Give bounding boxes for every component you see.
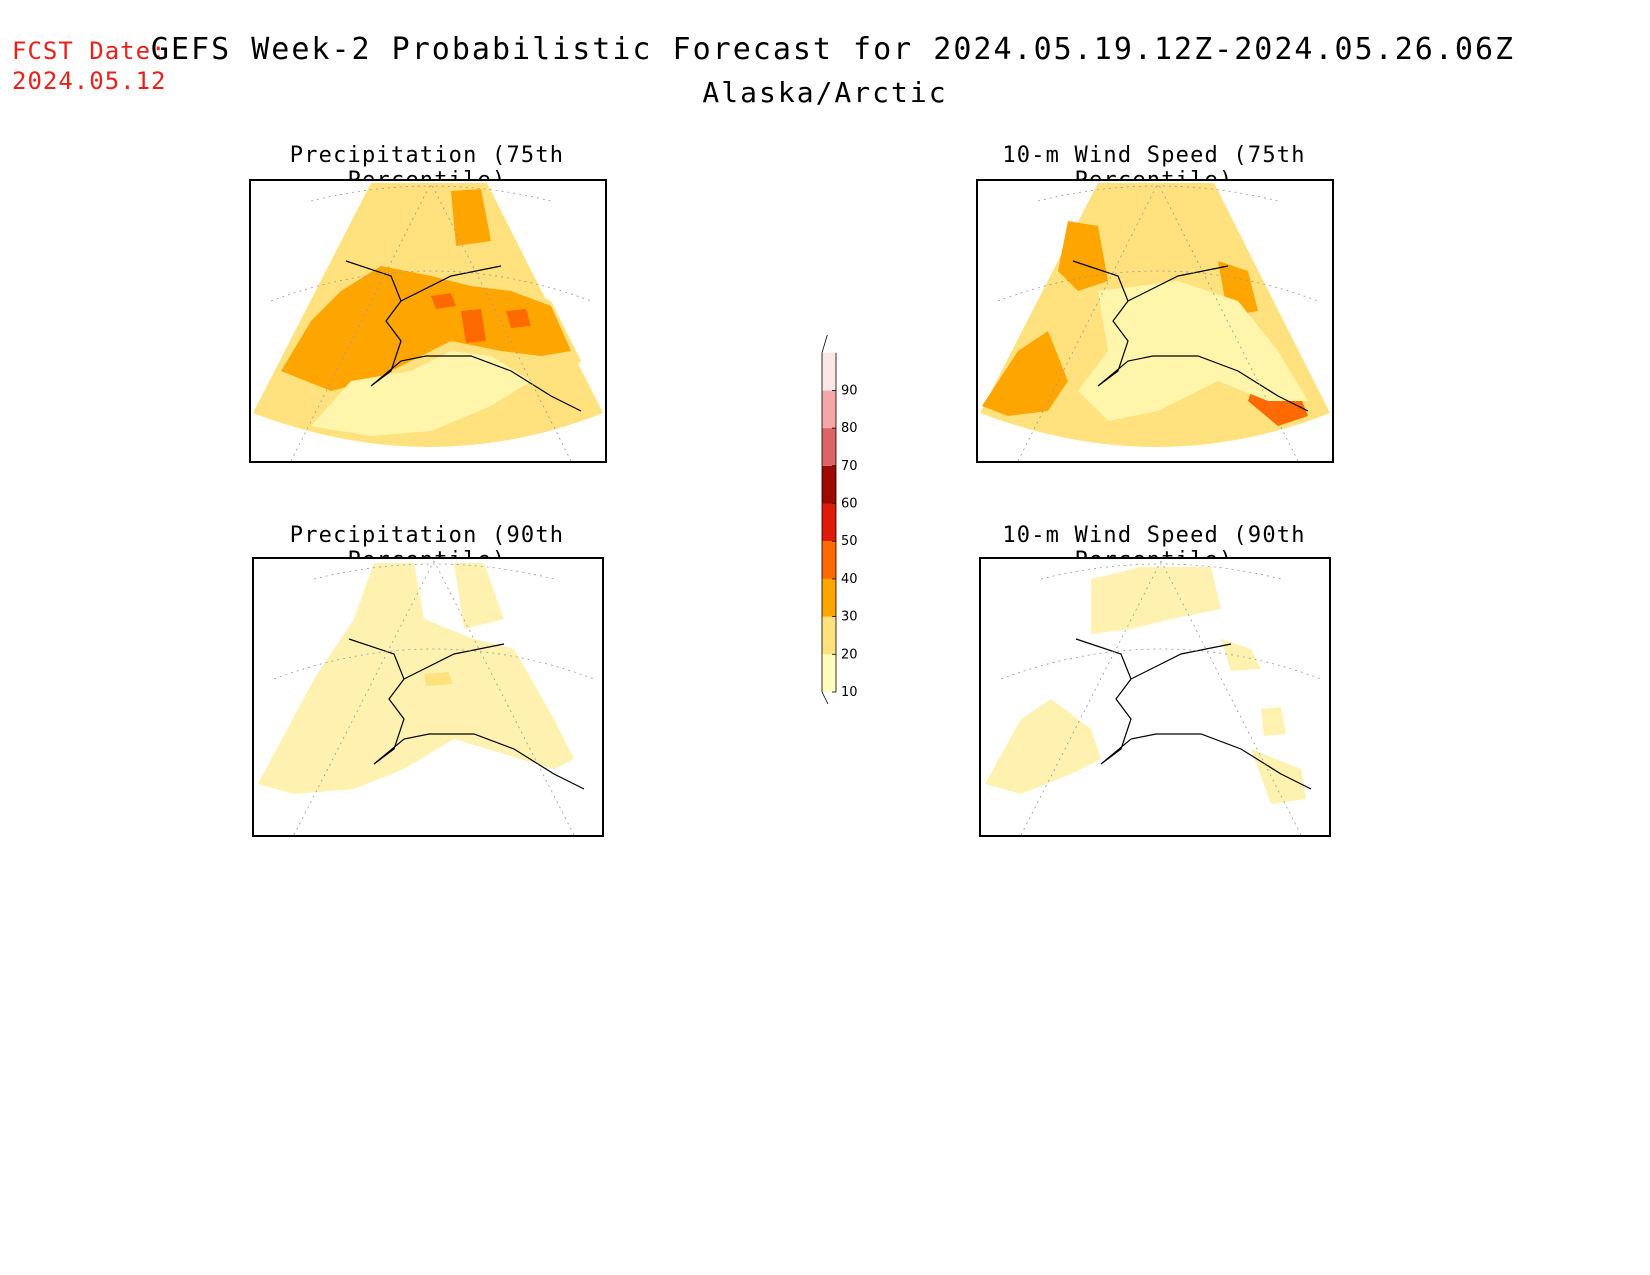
colorbar-label: 20: [841, 647, 858, 662]
colorbar-swatch: [822, 616, 836, 655]
prob-area-20: [424, 672, 452, 686]
map-wind-90: [979, 557, 1331, 837]
prob-area-10: [1078, 281, 1308, 421]
colorbar-label: 40: [841, 572, 858, 587]
graticule: [273, 560, 595, 835]
colorbar-svg: 10 20 30 40 50 60 70 80 90: [821, 332, 858, 705]
colorbar-label: 70: [841, 459, 858, 474]
prob-area-10: [1091, 567, 1221, 634]
map-precip-75: [249, 179, 607, 463]
prob-area-40: [431, 293, 456, 309]
page-title: GEFS Week-2 Probabilistic Forecast for 2…: [150, 32, 1516, 67]
coastline: [345, 260, 582, 412]
prob-area-10: [1221, 639, 1261, 671]
colorbar-label: 30: [841, 610, 858, 625]
prob-area-10: [258, 563, 574, 794]
colorbar-label: 90: [841, 383, 858, 398]
prob-area-30: [1058, 221, 1108, 291]
map-precip-90-svg: [256, 560, 600, 835]
prob-area-10: [985, 699, 1101, 794]
prob-area-10: [1251, 749, 1306, 804]
colorbar-label: 10: [841, 685, 858, 700]
colorbar-label: 80: [841, 421, 858, 436]
prob-area-10: [1261, 707, 1286, 736]
colorbar-border: [821, 352, 837, 692]
graticule: [1000, 560, 1322, 835]
colorbar-swatch: [822, 428, 836, 466]
map-wind-75: [976, 179, 1334, 463]
graticule: [270, 182, 592, 461]
colorbar-tip: [821, 332, 829, 705]
coastline: [348, 638, 585, 790]
prob-area-40: [506, 309, 531, 328]
map-precip-75-svg: [253, 182, 603, 461]
prob-area-40: [461, 309, 486, 343]
colorbar-label: 50: [841, 534, 858, 549]
colorbar-swatch: [822, 578, 836, 617]
colorbar-swatch: [822, 503, 836, 542]
map-wind-75-svg: [980, 182, 1330, 461]
map-wind-90-svg: [983, 560, 1327, 835]
fcst-date: 2024.05.12: [12, 67, 167, 95]
forecast-date-label: FCST Date: 2024.05.12: [12, 36, 167, 96]
colorbar-swatch: [822, 541, 836, 579]
colorbar-swatch: [822, 465, 836, 504]
coastline: [1075, 638, 1312, 790]
graticule: [997, 182, 1319, 461]
colorbar: 10 20 30 40 50 60 70 80 90: [820, 332, 880, 709]
prob-area-10: [454, 563, 504, 629]
prob-area-30: [281, 266, 571, 391]
page-subtitle: Alaska/Arctic: [702, 76, 948, 109]
prob-area-30: [982, 331, 1068, 416]
map-precip-90: [252, 557, 604, 837]
colorbar-swatch: [822, 352, 836, 391]
colorbar-swatch: [822, 654, 836, 692]
prob-area-30: [451, 189, 491, 246]
coastline: [1072, 260, 1309, 412]
prob-area-10: [311, 351, 531, 436]
fcst-label: FCST Date:: [12, 37, 167, 65]
colorbar-label: 60: [841, 497, 858, 512]
colorbar-swatch: [822, 390, 836, 429]
